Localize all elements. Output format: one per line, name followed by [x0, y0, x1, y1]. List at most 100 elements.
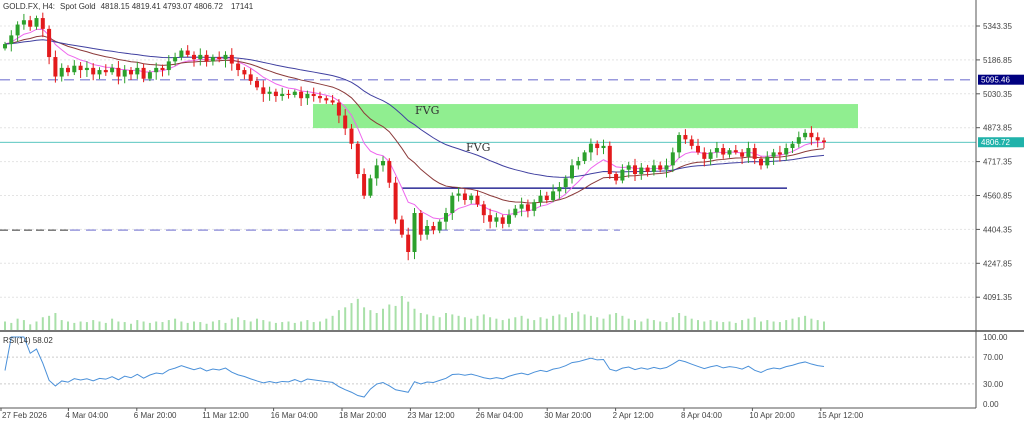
candle-body: [645, 167, 650, 172]
volume-bar: [287, 321, 290, 330]
volume-bar: [608, 314, 611, 330]
volume-bar: [816, 320, 819, 330]
volume-bar: [337, 310, 340, 330]
candle-body: [374, 165, 379, 179]
candle-body: [192, 54, 196, 60]
candle-body: [229, 54, 234, 64]
candle-body: [639, 167, 644, 175]
candle-body: [708, 152, 713, 159]
header-description: Spot Gold: [60, 2, 96, 11]
candle-body: [393, 182, 398, 220]
candle-body: [670, 152, 675, 166]
volume-bar: [432, 315, 435, 330]
candle-body: [173, 57, 178, 62]
volume-bar: [552, 315, 555, 330]
volume-bar: [640, 321, 643, 330]
candle-body: [103, 70, 108, 73]
volume-bar: [766, 320, 769, 330]
volume-bar: [111, 318, 114, 330]
volume-bar: [22, 320, 25, 330]
candle-body: [343, 115, 348, 129]
time-tick-label: 11 Mar 12:00: [202, 411, 249, 420]
candle-body: [223, 54, 228, 60]
volume-bar: [186, 322, 189, 330]
candle-body: [784, 148, 789, 155]
volume-bar: [501, 320, 504, 330]
volume-bar: [136, 320, 139, 330]
candle-body: [651, 165, 656, 172]
volume-bar: [495, 318, 498, 330]
candle-body: [122, 70, 127, 77]
volume-bar: [123, 322, 126, 330]
candle-body: [110, 67, 115, 73]
volume-bar: [747, 318, 750, 330]
volume-bar: [130, 323, 132, 330]
rsi-tick-label: 0.00: [983, 400, 999, 409]
candle-body: [607, 145, 612, 175]
volume-bar: [230, 318, 233, 330]
volume-bar: [350, 303, 353, 330]
volume-bar: [262, 320, 265, 330]
candle-body: [267, 91, 272, 94]
volume-bar: [35, 321, 38, 330]
volume-bar: [67, 321, 69, 330]
volume-bar: [709, 320, 712, 330]
price-tick-label: 4091.35: [983, 293, 1012, 302]
candle-body: [72, 65, 77, 73]
candle-body: [47, 28, 52, 58]
volume-bar: [174, 318, 177, 330]
candle-body: [507, 215, 511, 224]
volume-bar: [627, 318, 630, 330]
time-tick-label: 2 Apr 12:00: [613, 411, 654, 420]
candle-body: [595, 143, 600, 149]
candle-body: [777, 152, 782, 155]
candle-body: [198, 54, 203, 60]
candle-body: [381, 161, 385, 166]
candle-body: [494, 217, 499, 222]
volume-bar: [533, 320, 536, 330]
candle-body: [355, 143, 360, 175]
volume-bar: [16, 318, 19, 330]
volume-bar: [791, 318, 794, 330]
candle-body: [563, 178, 568, 188]
volume-bar: [482, 314, 485, 330]
volume-bar: [671, 317, 674, 330]
price-badge-label: 4806.72: [981, 138, 1010, 147]
candle-body: [273, 91, 278, 97]
price-tick-label: 4873.85: [983, 124, 1012, 133]
price-tick-label: 5186.85: [983, 56, 1012, 65]
candle-body: [450, 195, 455, 214]
volume-bar: [741, 320, 744, 330]
price-badge: [978, 74, 1024, 85]
volume-bar: [41, 317, 44, 330]
candle-body: [620, 169, 625, 181]
candle-body: [551, 191, 556, 201]
volume-bar: [526, 318, 529, 330]
volume-bar: [356, 298, 359, 330]
volume-bar: [778, 322, 781, 330]
candle-body: [91, 67, 96, 75]
candle-body: [97, 70, 102, 75]
volume-bar: [92, 320, 95, 330]
candle-body: [532, 202, 537, 211]
candle-body: [305, 93, 310, 99]
candle-body: [135, 67, 140, 75]
candle-body: [28, 20, 33, 27]
volume-bar: [514, 317, 517, 330]
volume-bar: [394, 305, 397, 330]
candle-body: [727, 150, 732, 155]
volume-bar: [400, 296, 403, 330]
volume-bar: [539, 317, 542, 330]
candle-body: [217, 57, 222, 60]
candle-body: [544, 195, 549, 201]
candle-body: [771, 152, 776, 157]
volume-bar: [306, 320, 309, 330]
volume-bar: [470, 318, 473, 330]
candle-body: [677, 135, 682, 153]
header-ohlc: 4818.15 4819.41 4793.07 4806.72: [101, 2, 224, 11]
candle-body: [582, 152, 587, 162]
volume-bar: [558, 314, 561, 330]
